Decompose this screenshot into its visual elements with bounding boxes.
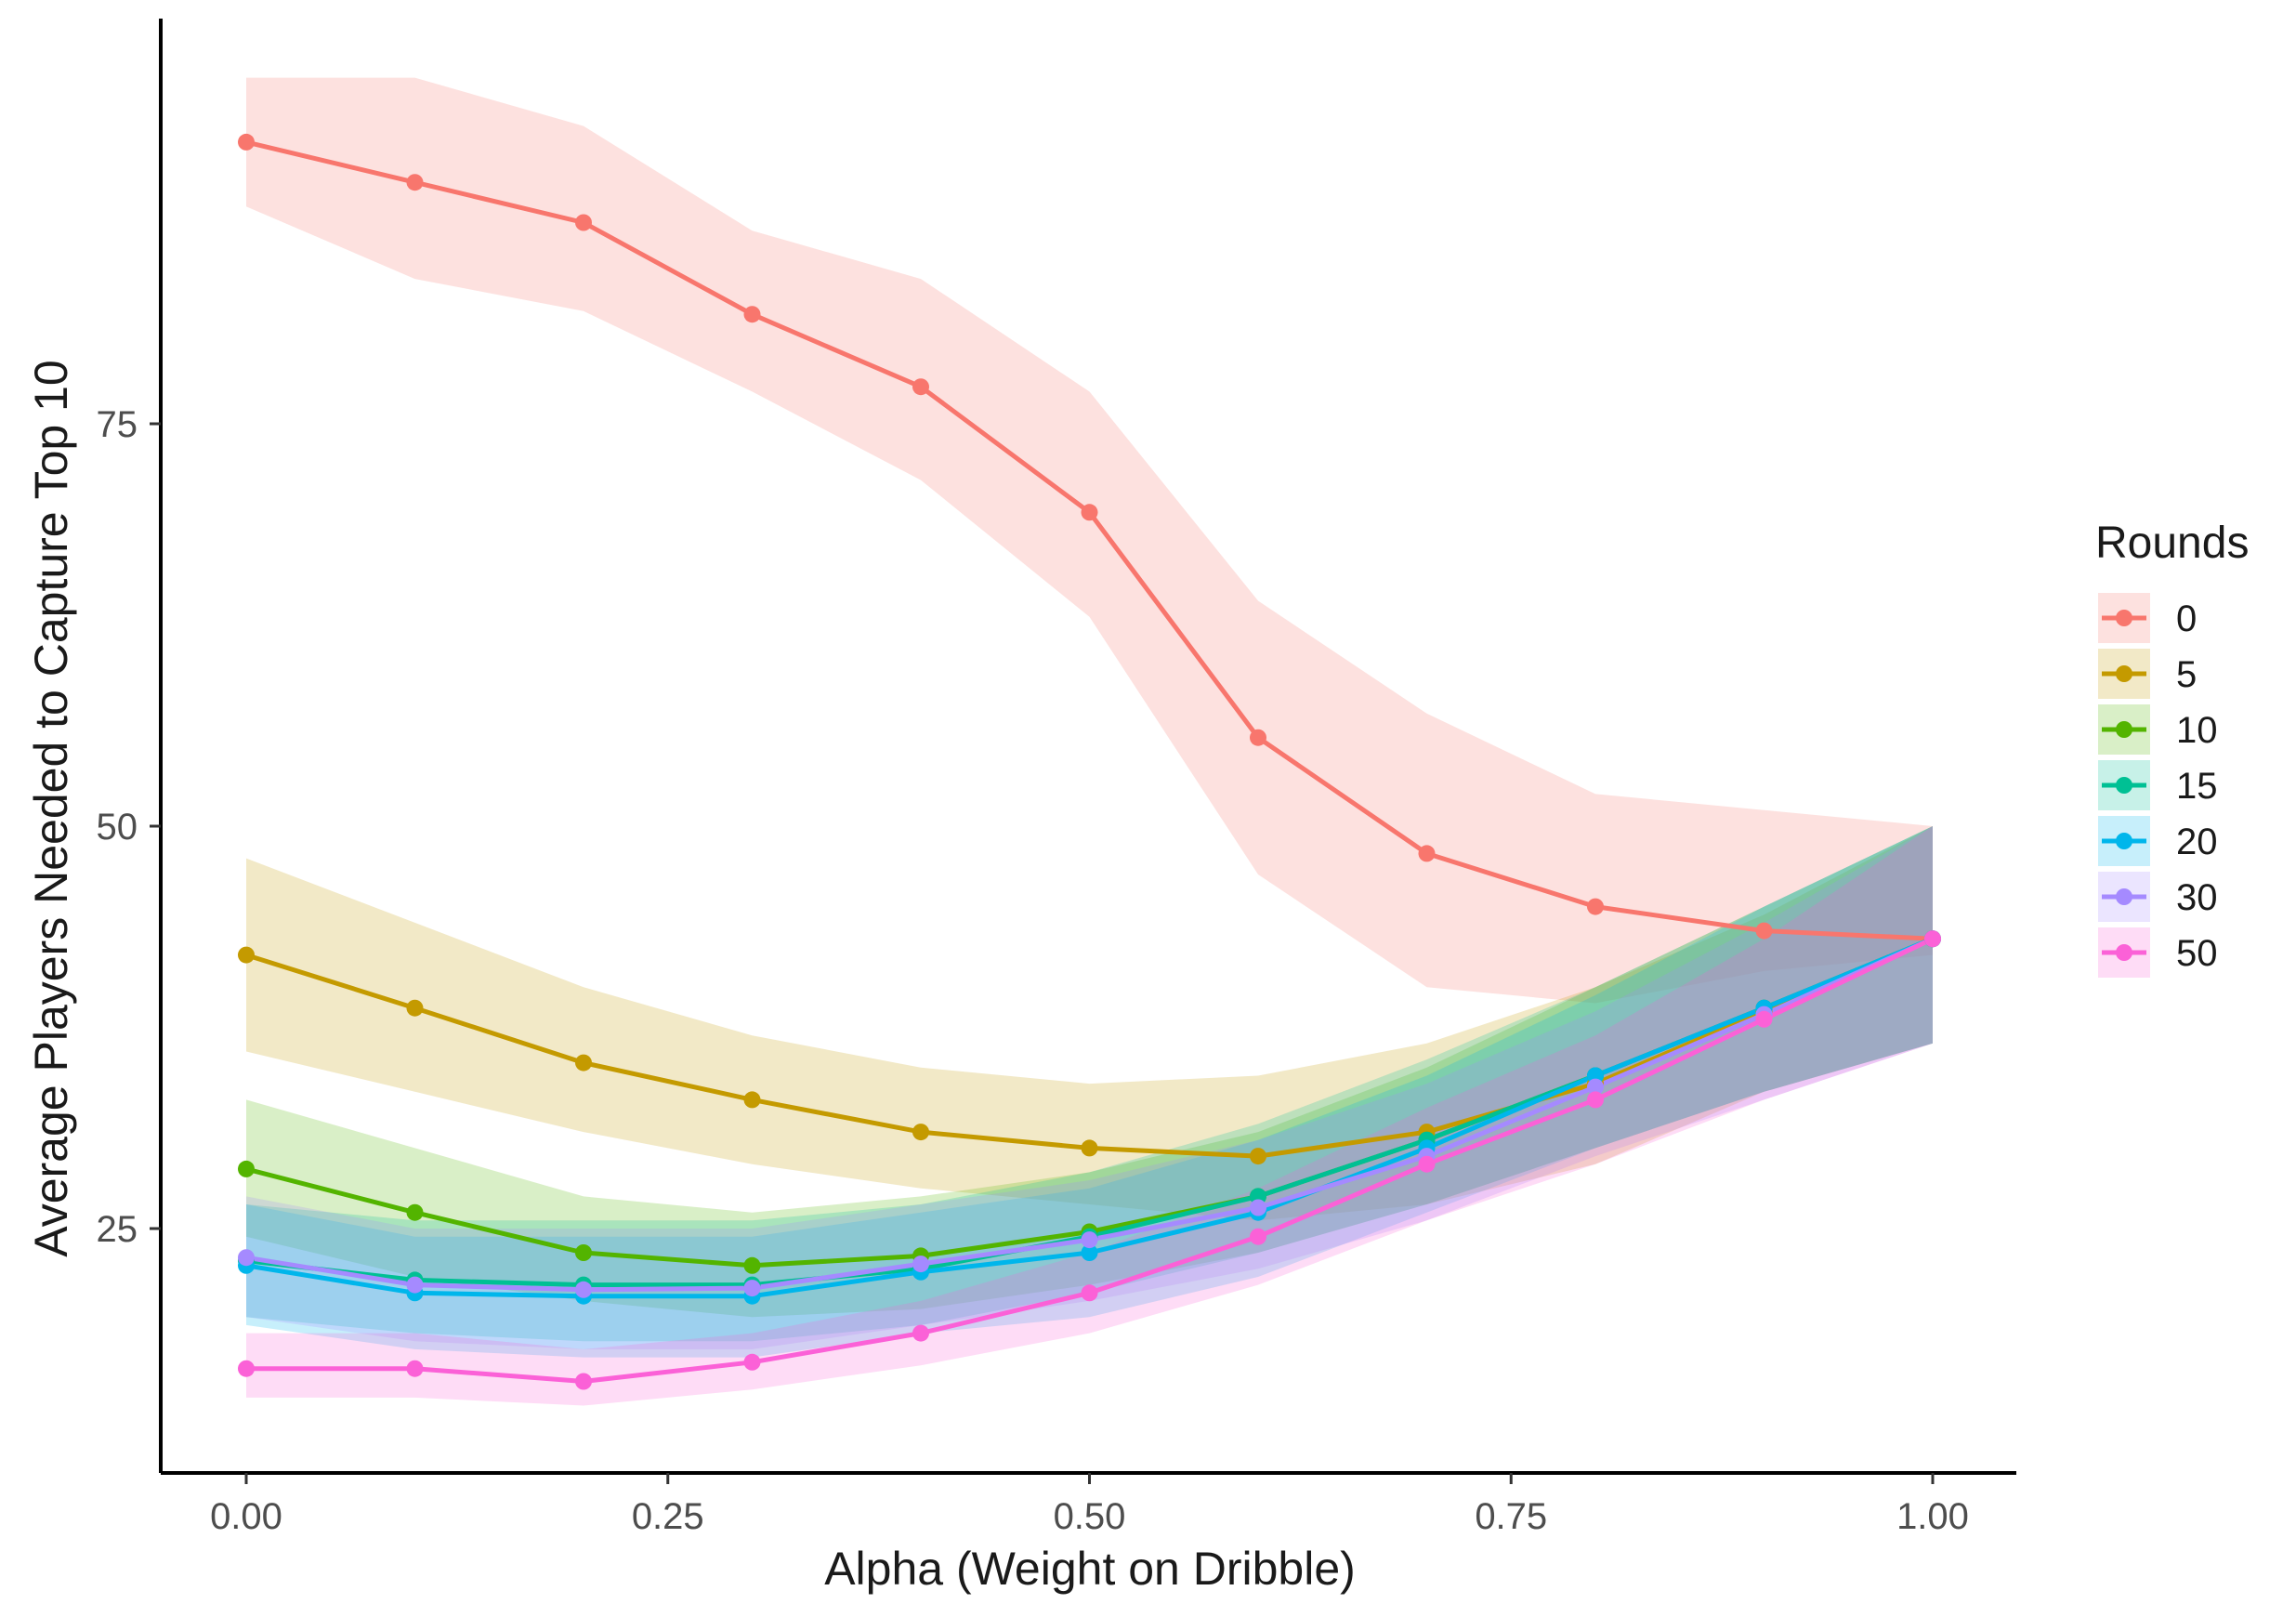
point-rounds-0-9 bbox=[1755, 922, 1773, 940]
x-tick-label: 0.75 bbox=[1475, 1496, 1547, 1537]
point-rounds-50-2 bbox=[575, 1373, 592, 1390]
confidence-bands bbox=[246, 77, 1933, 1406]
legend-item-rounds-50: 50 bbox=[2098, 927, 2218, 978]
y-tick-label: 75 bbox=[97, 404, 138, 445]
point-rounds-0-3 bbox=[743, 306, 761, 323]
point-rounds-50-10 bbox=[1924, 930, 1941, 948]
legend-key-point bbox=[2116, 721, 2132, 738]
point-rounds-5-6 bbox=[1250, 1148, 1266, 1165]
legend: Rounds 0 5 10 15 20 30 50 bbox=[2095, 519, 2249, 978]
x-axis-title: Alpha (Weight on Dribble) bbox=[824, 1543, 1356, 1595]
point-rounds-50-4 bbox=[912, 1324, 929, 1342]
legend-item-rounds-5: 5 bbox=[2098, 649, 2197, 699]
point-rounds-5-0 bbox=[238, 946, 255, 964]
legend-label: 5 bbox=[2176, 654, 2197, 695]
point-rounds-20-5 bbox=[1081, 1244, 1098, 1261]
point-rounds-30-1 bbox=[406, 1276, 424, 1294]
legend-label: 15 bbox=[2176, 766, 2218, 807]
legend-label: 30 bbox=[2176, 877, 2218, 918]
legend-items: 0 5 10 15 20 30 50 bbox=[2098, 593, 2218, 978]
legend-key-point bbox=[2116, 888, 2132, 905]
legend-key-point bbox=[2116, 665, 2132, 682]
y-ticks: 25 50 75 bbox=[97, 404, 161, 1250]
legend-key-point bbox=[2116, 610, 2132, 626]
legend-key-point bbox=[2116, 833, 2132, 849]
legend-key-point bbox=[2116, 944, 2132, 961]
series-points bbox=[238, 133, 1941, 1390]
point-rounds-30-4 bbox=[912, 1255, 929, 1273]
point-rounds-50-9 bbox=[1755, 1010, 1773, 1028]
point-rounds-30-5 bbox=[1081, 1231, 1098, 1249]
point-rounds-50-0 bbox=[238, 1360, 255, 1377]
y-axis-title: Average Players Needed to Capture Top 10 bbox=[25, 360, 77, 1256]
point-rounds-0-5 bbox=[1081, 504, 1098, 521]
point-rounds-10-0 bbox=[238, 1160, 255, 1177]
point-rounds-30-6 bbox=[1250, 1199, 1266, 1216]
x-tick-label: 0.50 bbox=[1054, 1496, 1126, 1537]
legend-item-rounds-0: 0 bbox=[2098, 593, 2197, 643]
point-rounds-0-2 bbox=[575, 214, 592, 231]
legend-item-rounds-15: 15 bbox=[2098, 760, 2218, 810]
point-rounds-30-3 bbox=[743, 1280, 761, 1297]
band-rounds-0 bbox=[246, 77, 1933, 1004]
x-tick-label: 0.00 bbox=[210, 1496, 282, 1537]
legend-label: 10 bbox=[2176, 710, 2218, 751]
point-rounds-50-5 bbox=[1081, 1284, 1098, 1302]
point-rounds-5-1 bbox=[406, 999, 424, 1017]
point-rounds-0-1 bbox=[406, 174, 424, 191]
legend-item-rounds-30: 30 bbox=[2098, 872, 2218, 922]
x-tick-label: 0.25 bbox=[632, 1496, 704, 1537]
point-rounds-0-4 bbox=[912, 378, 929, 396]
legend-title: Rounds bbox=[2095, 519, 2249, 568]
point-rounds-30-2 bbox=[575, 1281, 592, 1298]
point-rounds-5-3 bbox=[743, 1091, 761, 1109]
point-rounds-10-3 bbox=[743, 1256, 761, 1274]
point-rounds-10-2 bbox=[575, 1244, 592, 1261]
point-rounds-50-6 bbox=[1250, 1228, 1266, 1245]
point-rounds-5-4 bbox=[912, 1124, 929, 1141]
point-rounds-10-1 bbox=[406, 1203, 424, 1221]
point-rounds-5-5 bbox=[1081, 1139, 1098, 1157]
point-rounds-30-0 bbox=[238, 1249, 255, 1267]
point-rounds-50-3 bbox=[743, 1353, 761, 1371]
point-rounds-0-8 bbox=[1587, 898, 1604, 915]
point-rounds-5-2 bbox=[575, 1054, 592, 1071]
legend-item-rounds-20: 20 bbox=[2098, 816, 2218, 866]
point-rounds-0-6 bbox=[1250, 729, 1266, 746]
point-rounds-50-8 bbox=[1587, 1091, 1604, 1109]
point-rounds-30-8 bbox=[1587, 1078, 1604, 1096]
y-tick-label: 25 bbox=[97, 1209, 138, 1250]
x-ticks: 0.00 0.25 0.50 0.75 1.00 bbox=[210, 1473, 1969, 1537]
point-rounds-50-1 bbox=[406, 1360, 424, 1377]
legend-label: 50 bbox=[2176, 933, 2218, 974]
y-tick-label: 50 bbox=[97, 807, 138, 848]
point-rounds-50-7 bbox=[1418, 1155, 1436, 1173]
legend-key-point bbox=[2116, 777, 2132, 794]
x-tick-label: 1.00 bbox=[1896, 1496, 1969, 1537]
legend-item-rounds-10: 10 bbox=[2098, 704, 2218, 755]
legend-label: 0 bbox=[2176, 598, 2197, 639]
point-rounds-0-7 bbox=[1418, 845, 1436, 862]
legend-label: 20 bbox=[2176, 822, 2218, 862]
point-rounds-0-0 bbox=[238, 133, 255, 151]
